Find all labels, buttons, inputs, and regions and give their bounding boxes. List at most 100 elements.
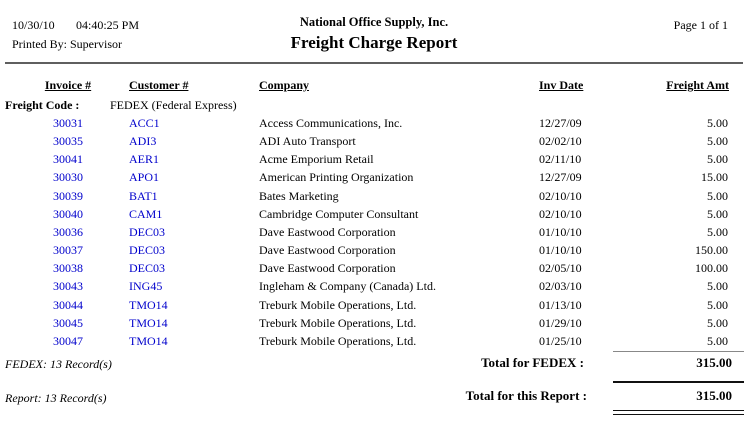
- inv-date-cell: 02/11/10: [539, 152, 582, 167]
- table-row: 30036 DEC03 Dave Eastwood Corporation 01…: [0, 222, 748, 240]
- freight-amt-cell: 100.00: [695, 261, 728, 276]
- customer-link[interactable]: ADI3: [129, 134, 157, 149]
- company-cell: Acme Emporium Retail: [259, 152, 374, 167]
- inv-date-cell: 01/29/10: [539, 315, 582, 330]
- invoice-link[interactable]: 30039: [53, 188, 83, 203]
- freight-amt-cell: 5.00: [707, 152, 728, 167]
- customer-link[interactable]: DEC03: [129, 261, 165, 276]
- report-title: Freight Charge Report: [290, 33, 458, 52]
- report-total-amount: 315.00: [696, 388, 732, 403]
- printed-by-label: Printed By: Supervisor: [12, 37, 122, 51]
- invoice-link[interactable]: 30047: [53, 333, 83, 348]
- company-cell: ADI Auto Transport: [259, 134, 356, 149]
- table-row: 30047 TMO14 Treburk Mobile Operations, L…: [0, 331, 748, 349]
- column-header-company: Company: [259, 78, 310, 92]
- report-total-label: Total for this Report :: [465, 388, 587, 403]
- column-header-inv-date: Inv Date: [539, 78, 584, 92]
- table-row: 30037 DEC03 Dave Eastwood Corporation 01…: [0, 240, 748, 258]
- group-record-count: FEDEX: 13 Record(s): [5, 357, 112, 371]
- page-indicator: Page 1 of 1: [673, 18, 728, 32]
- table-row: 30031 ACC1 Access Communications, Inc. 1…: [0, 113, 748, 131]
- customer-link[interactable]: DEC03: [129, 224, 165, 239]
- inv-date-cell: 12/27/09: [539, 170, 582, 185]
- freight-amt-cell: 5.00: [707, 279, 728, 294]
- customer-link[interactable]: AER1: [129, 152, 159, 167]
- invoice-link[interactable]: 30041: [53, 152, 83, 167]
- inv-date-cell: 02/10/10: [539, 188, 582, 203]
- customer-link[interactable]: APO1: [129, 170, 160, 185]
- customer-link[interactable]: BAT1: [129, 188, 158, 203]
- customer-link[interactable]: ING45: [129, 279, 163, 294]
- company-cell: Access Communications, Inc.: [259, 116, 403, 130]
- customer-link[interactable]: CAM1: [129, 206, 163, 221]
- table-row: 30035 ADI3 ADI Auto Transport 02/02/10 5…: [0, 131, 748, 149]
- print-date: 10/30/10: [12, 18, 55, 32]
- table-row: 30041 AER1 Acme Emporium Retail 02/11/10…: [0, 149, 748, 167]
- table-row: 30044 TMO14 Treburk Mobile Operations, L…: [0, 295, 748, 313]
- company-cell: Treburk Mobile Operations, Ltd.: [259, 315, 417, 330]
- invoice-link[interactable]: 30040: [53, 206, 83, 221]
- company-cell: Bates Marketing: [259, 188, 339, 203]
- customer-link[interactable]: ACC1: [129, 116, 160, 130]
- company-cell: American Printing Organization: [259, 170, 414, 185]
- company-cell: Cambridge Computer Consultant: [259, 206, 419, 221]
- freight-code-value: FEDEX (Federal Express): [110, 98, 237, 112]
- freight-amt-cell: 5.00: [707, 206, 728, 221]
- freight-amt-cell: 15.00: [701, 170, 728, 185]
- company-cell: Ingleham & Company (Canada) Ltd.: [259, 279, 436, 294]
- report-total-double-rule: [613, 410, 744, 415]
- group-total-label: Total for FEDEX :: [481, 355, 584, 370]
- customer-link[interactable]: TMO14: [129, 333, 168, 348]
- invoice-link[interactable]: 30030: [53, 170, 83, 185]
- table-row: 30045 TMO14 Treburk Mobile Operations, L…: [0, 313, 748, 331]
- invoice-link[interactable]: 30037: [53, 243, 83, 258]
- company-cell: Treburk Mobile Operations, Ltd.: [259, 297, 417, 312]
- invoice-link[interactable]: 30036: [53, 224, 83, 239]
- group-total-rule: [613, 351, 744, 352]
- freight-amt-cell: 5.00: [707, 224, 728, 239]
- table-row: 30040 CAM1 Cambridge Computer Consultant…: [0, 204, 748, 222]
- invoice-link[interactable]: 30044: [53, 297, 83, 312]
- report-record-count: Report: 13 Record(s): [5, 391, 107, 405]
- freight-amt-cell: 5.00: [707, 333, 728, 348]
- inv-date-cell: 02/10/10: [539, 206, 582, 221]
- inv-date-cell: 12/27/09: [539, 116, 582, 130]
- inv-date-cell: 01/10/10: [539, 224, 582, 239]
- company-cell: Treburk Mobile Operations, Ltd.: [259, 333, 417, 348]
- table-row: 30039 BAT1 Bates Marketing 02/10/10 5.00: [0, 186, 748, 204]
- column-header-freight-amt: Freight Amt: [666, 78, 729, 92]
- column-header-customer: Customer #: [129, 78, 189, 92]
- customer-link[interactable]: TMO14: [129, 315, 168, 330]
- inv-date-cell: 02/02/10: [539, 134, 582, 149]
- invoice-link[interactable]: 30031: [53, 116, 83, 130]
- invoice-link[interactable]: 30045: [53, 315, 83, 330]
- column-header-invoice: Invoice #: [44, 78, 92, 92]
- table-body: 30031 ACC1 Access Communications, Inc. 1…: [0, 113, 748, 349]
- company-cell: Dave Eastwood Corporation: [259, 261, 396, 276]
- freight-amt-cell: 5.00: [707, 297, 728, 312]
- inv-date-cell: 01/25/10: [539, 333, 582, 348]
- report-total-rule: [613, 381, 744, 383]
- invoice-link[interactable]: 30043: [53, 279, 83, 294]
- print-time: 04:40:25 PM: [76, 18, 140, 32]
- table-row: 30030 APO1 American Printing Organizatio…: [0, 167, 748, 185]
- inv-date-cell: 01/13/10: [539, 297, 582, 312]
- customer-link[interactable]: TMO14: [129, 297, 168, 312]
- invoice-link[interactable]: 30038: [53, 261, 83, 276]
- header-divider: [5, 62, 743, 64]
- freight-amt-cell: 5.00: [707, 134, 728, 149]
- freight-amt-cell: 5.00: [707, 188, 728, 203]
- freight-code-label: Freight Code :: [5, 98, 80, 112]
- table-row: 30038 DEC03 Dave Eastwood Corporation 02…: [0, 258, 748, 276]
- inv-date-cell: 02/05/10: [539, 261, 582, 276]
- freight-amt-cell: 5.00: [707, 315, 728, 330]
- table-row: 30043 ING45 Ingleham & Company (Canada) …: [0, 276, 748, 294]
- inv-date-cell: 01/10/10: [539, 243, 582, 258]
- customer-link[interactable]: DEC03: [129, 243, 165, 258]
- company-cell: Dave Eastwood Corporation: [259, 243, 396, 258]
- group-total-amount: 315.00: [696, 355, 732, 370]
- company-name: National Office Supply, Inc.: [299, 15, 449, 29]
- invoice-link[interactable]: 30035: [53, 134, 83, 149]
- inv-date-cell: 02/03/10: [539, 279, 582, 294]
